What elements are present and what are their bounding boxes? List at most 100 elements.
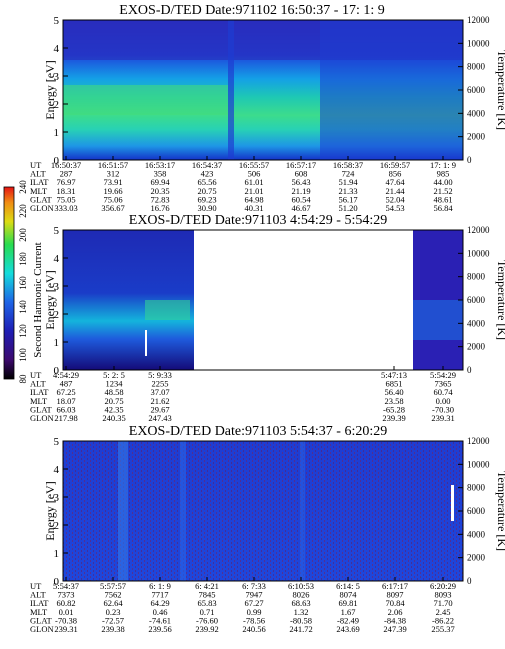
- table-cell: 47.64: [385, 177, 405, 187]
- ytick-label: 5: [54, 225, 60, 237]
- table-cell: 60.54: [291, 194, 311, 204]
- y2tick-label: 6000: [467, 85, 486, 95]
- colorbar-tick-label: 140: [18, 300, 28, 314]
- table-cell: 240.35: [102, 413, 125, 423]
- panel-2-ylabel: Energy [eV]: [43, 270, 57, 329]
- table-cell: 5:57:57: [100, 581, 126, 591]
- table-cell: 64.98: [244, 194, 263, 204]
- table-cell: 17: 1: 9: [430, 160, 456, 170]
- ytick-label: 0: [54, 155, 60, 167]
- table-cell: 16:55:57: [239, 160, 269, 170]
- panel-2-y2ticks: 0 2000 4000 6000 8000 10000 12000: [458, 225, 490, 375]
- table-cell: 21.01: [244, 186, 263, 196]
- table-cell: 20.75: [197, 186, 216, 196]
- y2tick-label: 12000: [467, 15, 490, 25]
- ytick-label: 2: [54, 520, 60, 532]
- table-cell: 506: [248, 169, 261, 179]
- table-cell: 54.53: [385, 203, 404, 213]
- panel-2-bright-spike: [145, 330, 147, 356]
- table-cell: 239.56: [148, 624, 171, 634]
- table-cell: -70.30: [432, 404, 454, 414]
- table-cell: 46.67: [291, 203, 310, 213]
- panel-1-title: EXOS-D/TED Date:971102 16:50:37 - 17: 1:…: [119, 3, 384, 18]
- table-row-label: ILAT: [30, 177, 49, 187]
- y2tick-label: 0: [467, 365, 472, 375]
- table-cell: 18.07: [56, 396, 75, 406]
- table-cell: -82.49: [337, 615, 359, 625]
- ytick-label: 2: [54, 309, 60, 321]
- table-cell: 5:54:29: [430, 370, 456, 380]
- table-cell: -84.38: [384, 615, 406, 625]
- table-cell: 287: [60, 169, 73, 179]
- table-cell: 64.29: [150, 598, 169, 608]
- y2tick-label: 12000: [467, 436, 490, 446]
- table-cell: 724: [342, 169, 356, 179]
- panel-3-ylabel: Energy [eV]: [43, 481, 57, 540]
- table-cell: 16:50:37: [51, 160, 81, 170]
- table-cell: 0.46: [153, 607, 168, 617]
- table-cell: 42.35: [104, 404, 123, 414]
- table-cell: 0.00: [436, 396, 451, 406]
- table-cell: 2255: [152, 379, 169, 389]
- table-cell: 67.27: [244, 598, 263, 608]
- panel-3-noise: [63, 441, 463, 581]
- y2tick-label: 10000: [467, 459, 490, 469]
- table-cell: -80.58: [290, 615, 312, 625]
- table-cell: 333.03: [54, 203, 77, 213]
- table-cell: 6:14: 5: [336, 581, 360, 591]
- table-row-label: GLAT: [30, 615, 53, 625]
- table-cell: 44.00: [433, 177, 452, 187]
- table-cell: 48.58: [104, 387, 123, 397]
- table-cell: 23.58: [384, 396, 403, 406]
- ytick-label: 5: [54, 436, 60, 448]
- y2tick-label: 2000: [467, 342, 486, 352]
- colorbar-tick-label: 120: [18, 324, 28, 338]
- table-cell: -70.38: [55, 615, 77, 625]
- table-cell: 68.63: [291, 598, 310, 608]
- ytick-label: 5: [54, 15, 60, 27]
- table-row-label: GLON: [30, 413, 54, 423]
- table-cell: 40.31: [244, 203, 263, 213]
- panel-1: EXOS-D/TED Date:971102 16:50:37 - 17: 1:…: [30, 3, 505, 213]
- table-cell: 7373: [58, 590, 75, 600]
- table-cell: 21.62: [150, 396, 169, 406]
- table-cell: 0.01: [59, 607, 74, 617]
- table-row-label: UT: [30, 160, 42, 170]
- ytick-label: 0: [54, 365, 60, 377]
- table-cell: 8097: [387, 590, 404, 600]
- y2tick-label: 6000: [467, 506, 486, 516]
- table-cell: 7717: [152, 590, 169, 600]
- table-cell: 16:59:57: [380, 160, 410, 170]
- table-cell: 51.94: [338, 177, 358, 187]
- colorbar-ticks: 80 100 120 140 160 180 200 220 240: [18, 180, 28, 384]
- colorbar: 80 100 120 140 160 180 200 220 240 Second Harmon…: [3, 180, 44, 384]
- ytick-label: 3: [54, 492, 60, 504]
- panel-3: EXOS-D/TED Date:971103 5:54:37 - 6:20:29…: [30, 424, 505, 634]
- table-row-label: MLT: [30, 396, 48, 406]
- colorbar-tick-label: 200: [18, 228, 28, 242]
- table-row-label: ALT: [30, 590, 47, 600]
- panel-1-blue-gap: [228, 20, 234, 160]
- table-cell: 985: [437, 169, 450, 179]
- table-cell: 358: [154, 169, 167, 179]
- table-cell: 6: 4:21: [195, 581, 219, 591]
- ytick-label: 1: [54, 548, 60, 560]
- table-cell: 71.70: [433, 598, 452, 608]
- panel-3-white-mark: [451, 485, 454, 521]
- table-cell: -72.57: [102, 615, 124, 625]
- table-cell: 16:51:57: [98, 160, 128, 170]
- table-cell: 6:20:29: [430, 581, 456, 591]
- colorbar-tick-label: 220: [18, 204, 28, 218]
- table-cell: 2.06: [388, 607, 403, 617]
- colorbar-tick-label: 160: [18, 276, 28, 290]
- colorbar-tick-label: 180: [18, 252, 28, 266]
- panel-1-right-region: [320, 20, 463, 160]
- ytick-label: 4: [54, 253, 60, 265]
- table-cell: 1.32: [294, 607, 309, 617]
- y2tick-label: 8000: [467, 62, 486, 72]
- table-row-label: ILAT: [30, 598, 49, 608]
- table-cell: 239.39: [382, 413, 405, 423]
- table-cell: 37.07: [150, 387, 169, 397]
- table-row-label: ILAT: [30, 387, 49, 397]
